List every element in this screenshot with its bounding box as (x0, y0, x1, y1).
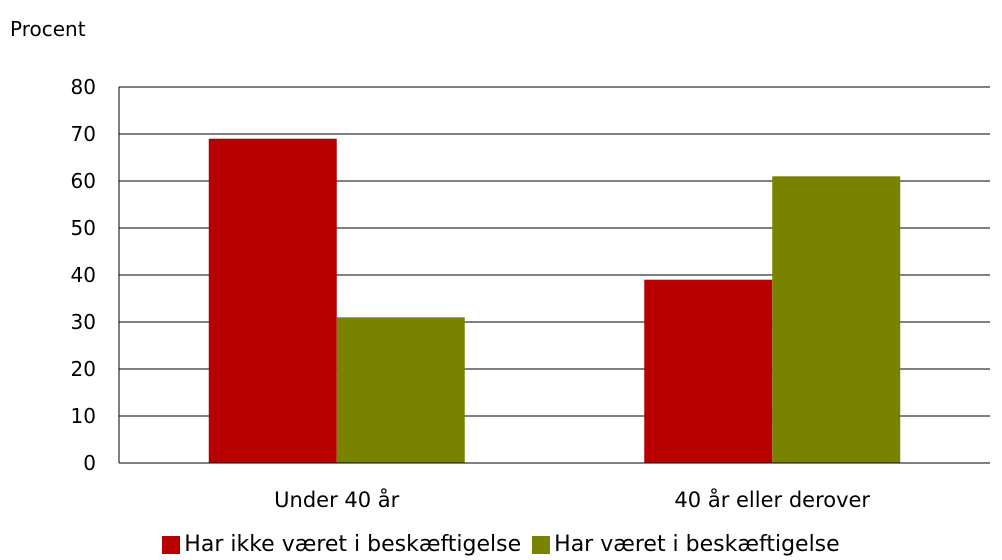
y-tick-label: 30 (71, 310, 96, 334)
legend-swatch-series-1 (162, 535, 181, 554)
y-tick-label: 0 (83, 451, 96, 475)
x-category-labels: Under 40 år 40 år eller derover (274, 487, 870, 512)
legend-label-series-1: Har ikke været i beskæftigelse (184, 532, 522, 557)
legend: Har ikke været i beskæftigelse Har været… (0, 532, 1002, 560)
x-category-label: Under 40 år (274, 487, 400, 512)
legend-item-series-2: Har været i beskæftigelse (532, 532, 840, 557)
y-tick-label: 70 (71, 122, 96, 146)
bar-series-1-1 (208, 138, 337, 463)
legend-label-series-2: Har været i beskæftigelse (554, 532, 840, 557)
y-tick-label: 20 (71, 357, 96, 381)
x-category-label: 40 år eller derover (674, 487, 870, 512)
y-tick-label: 60 (71, 169, 96, 193)
y-tick-label: 80 (71, 75, 96, 99)
y-axis-title: Procent (10, 17, 86, 41)
y-tick-label: 10 (71, 404, 96, 428)
bar-series-2-2 (772, 176, 901, 464)
legend-item-series-1: Har ikke været i beskæftigelse (162, 532, 521, 557)
bar-series-2-1 (336, 317, 465, 463)
legend-swatch-series-2 (532, 535, 551, 554)
bar-chart: Procent 0 10 20 30 40 50 60 70 80 Under 40 år 40 … (10, 17, 990, 512)
y-tick-label: 50 (71, 216, 96, 240)
bars (208, 138, 901, 464)
bar-series-1-2 (644, 279, 773, 463)
y-tick-labels: 0 10 20 30 40 50 60 70 80 (71, 75, 96, 475)
y-tick-label: 40 (71, 263, 96, 287)
